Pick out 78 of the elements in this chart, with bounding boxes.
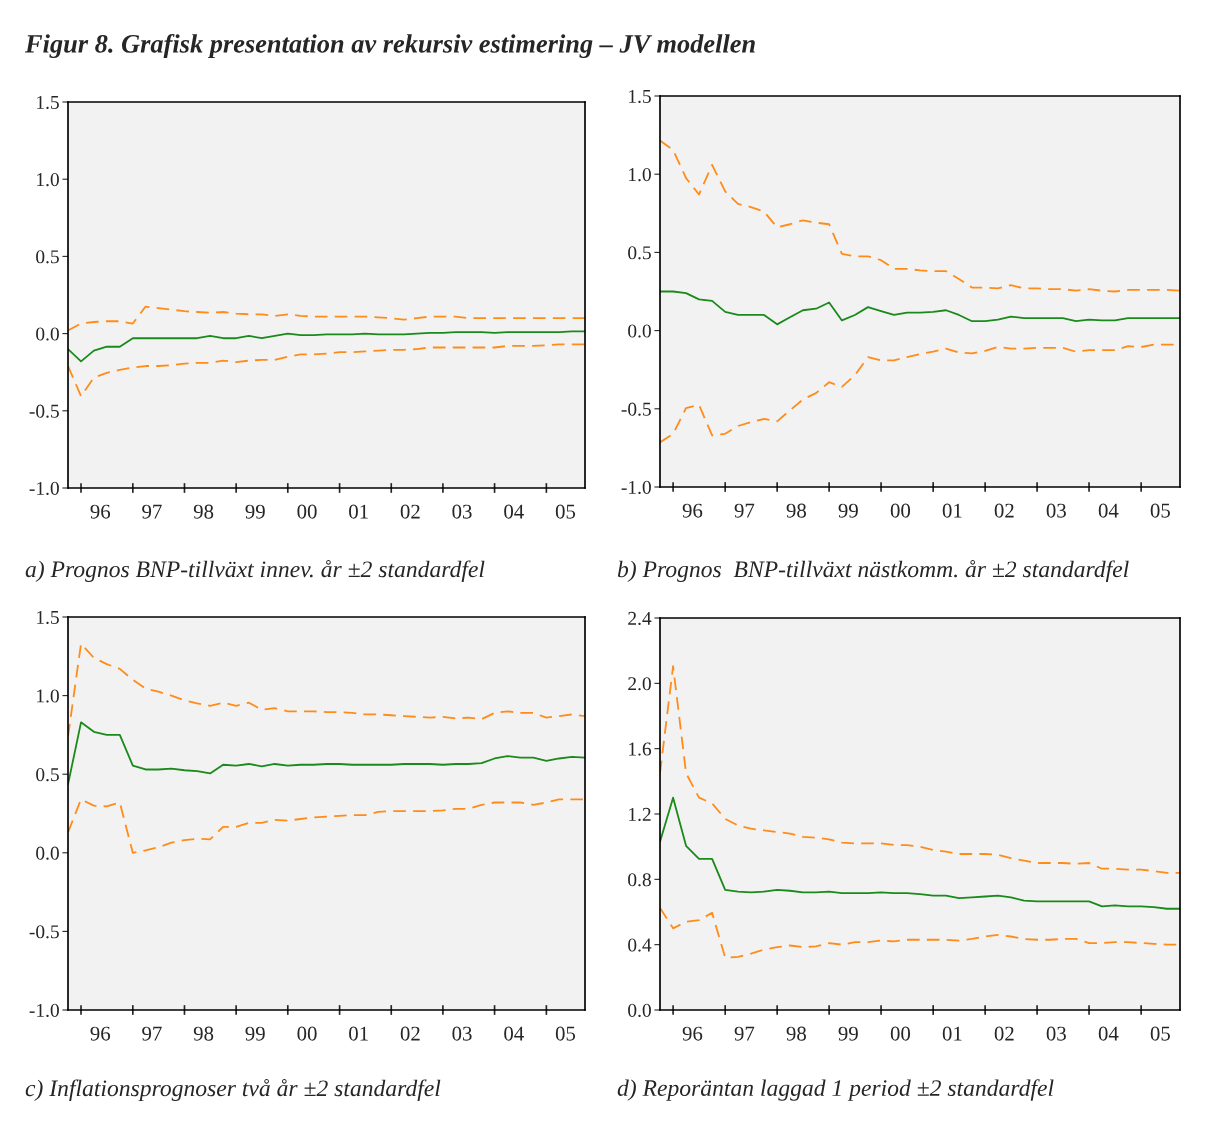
x-tick-label: 96 xyxy=(90,504,111,519)
x-tick-label: 00 xyxy=(890,1026,911,1041)
x-tick-label: 00 xyxy=(890,503,911,518)
y-tick-label: 0.8 xyxy=(628,873,651,887)
x-tick-label: 97 xyxy=(142,1026,162,1041)
y-tick-label: 1.0 xyxy=(629,168,651,182)
x-tick-label: 03 xyxy=(452,1026,472,1041)
line-series xyxy=(68,305,585,332)
y-tick-label: 0.4 xyxy=(628,938,652,952)
x-tick-label: 01 xyxy=(942,503,962,518)
text: a) Prognos BNP-tillväxt innev. år ±2 standardfel xyxy=(25,559,485,583)
chart-title: Figur 8. Grafisk presentation av rekursiv estimering – JV modellen xyxy=(24,33,755,59)
x-tick-label: 04 xyxy=(504,504,524,519)
y-tick-label: 0.0 xyxy=(36,327,59,341)
x-tick-label: 99 xyxy=(838,503,858,518)
x-tick-label: 02 xyxy=(400,1026,420,1041)
y-tick-label: -0.5 xyxy=(29,404,59,418)
x-tick-label: 96 xyxy=(682,1026,703,1041)
x-tick-label: 04 xyxy=(1098,503,1119,518)
x-tick-label: 05 xyxy=(1150,1026,1170,1041)
text: b) Prognos BNP-tillväxt nästkomm. år ±2 standardfel xyxy=(617,559,1129,583)
y-tick-label: 1.0 xyxy=(37,173,59,187)
text: d) Reporäntan laggad 1 period ±2 standardfel xyxy=(617,1079,1054,1101)
x-tick-label: 02 xyxy=(994,503,1014,518)
y-tick-label: 1.5 xyxy=(37,95,59,110)
x-tick-label: 03 xyxy=(452,504,472,519)
x-tick-label: 97 xyxy=(734,503,755,518)
x-tick-label: 04 xyxy=(1098,1026,1119,1041)
y-tick-label: -1.0 xyxy=(621,480,651,495)
y-tick-label: 1.5 xyxy=(629,89,651,104)
x-tick-label: 00 xyxy=(297,504,317,519)
text: c) Inflationsprognoser två år ±2 standardfel xyxy=(25,1078,441,1102)
x-tick-label: 02 xyxy=(400,504,420,519)
x-tick-label: 01 xyxy=(349,1026,368,1041)
y-tick-label: -0.5 xyxy=(621,402,651,416)
line-series xyxy=(68,343,585,398)
x-tick-label: 03 xyxy=(1046,1026,1066,1041)
y-tick-label: 2.0 xyxy=(628,677,651,691)
y-tick-label: 1.6 xyxy=(629,742,652,756)
y-tick-label: 0.5 xyxy=(36,250,59,264)
y-tick-label: 1.5 xyxy=(37,610,59,625)
x-tick-label: 05 xyxy=(555,1026,576,1041)
x-tick-label: 01 xyxy=(349,504,368,519)
x-tick-label: 98 xyxy=(193,1026,214,1041)
y-tick-label: 0.0 xyxy=(628,324,651,338)
x-tick-label: 05 xyxy=(555,504,576,519)
line-series xyxy=(660,139,1180,293)
x-tick-label: 99 xyxy=(245,504,265,519)
x-tick-label: 03 xyxy=(1046,503,1066,518)
line-series xyxy=(660,665,1180,874)
y-tick-label: 0.0 xyxy=(36,846,59,860)
line-series xyxy=(68,330,585,363)
y-tick-label: 1.2 xyxy=(629,807,651,822)
x-tick-label: 05 xyxy=(1150,503,1170,518)
x-tick-label: 01 xyxy=(942,1026,962,1041)
y-tick-label: 2.4 xyxy=(628,611,652,626)
x-tick-label: 99 xyxy=(245,1026,265,1041)
line-series xyxy=(68,798,585,854)
x-tick-label: 98 xyxy=(786,503,806,518)
line-series xyxy=(660,796,1180,910)
x-tick-label: 99 xyxy=(838,1026,858,1041)
x-tick-label: 97 xyxy=(734,1026,755,1041)
x-tick-label: 04 xyxy=(504,1026,524,1041)
y-tick-label: -1.0 xyxy=(29,481,59,496)
line-series xyxy=(660,290,1180,326)
y-tick-label: 0.0 xyxy=(628,1003,651,1018)
y-tick-label: -1.0 xyxy=(29,1003,59,1018)
y-tick-label: 0.5 xyxy=(36,768,59,782)
x-tick-label: 98 xyxy=(786,1026,806,1041)
x-tick-label: 00 xyxy=(297,1026,317,1041)
y-tick-label: -0.5 xyxy=(29,925,59,939)
y-tick-label: 1.0 xyxy=(37,689,59,703)
x-tick-label: 97 xyxy=(142,504,162,519)
x-tick-label: 98 xyxy=(193,504,214,519)
x-tick-label: 96 xyxy=(682,503,703,518)
x-tick-label: 96 xyxy=(90,1026,111,1041)
x-tick-label: 02 xyxy=(994,1026,1014,1041)
y-tick-label: 0.5 xyxy=(628,246,651,260)
